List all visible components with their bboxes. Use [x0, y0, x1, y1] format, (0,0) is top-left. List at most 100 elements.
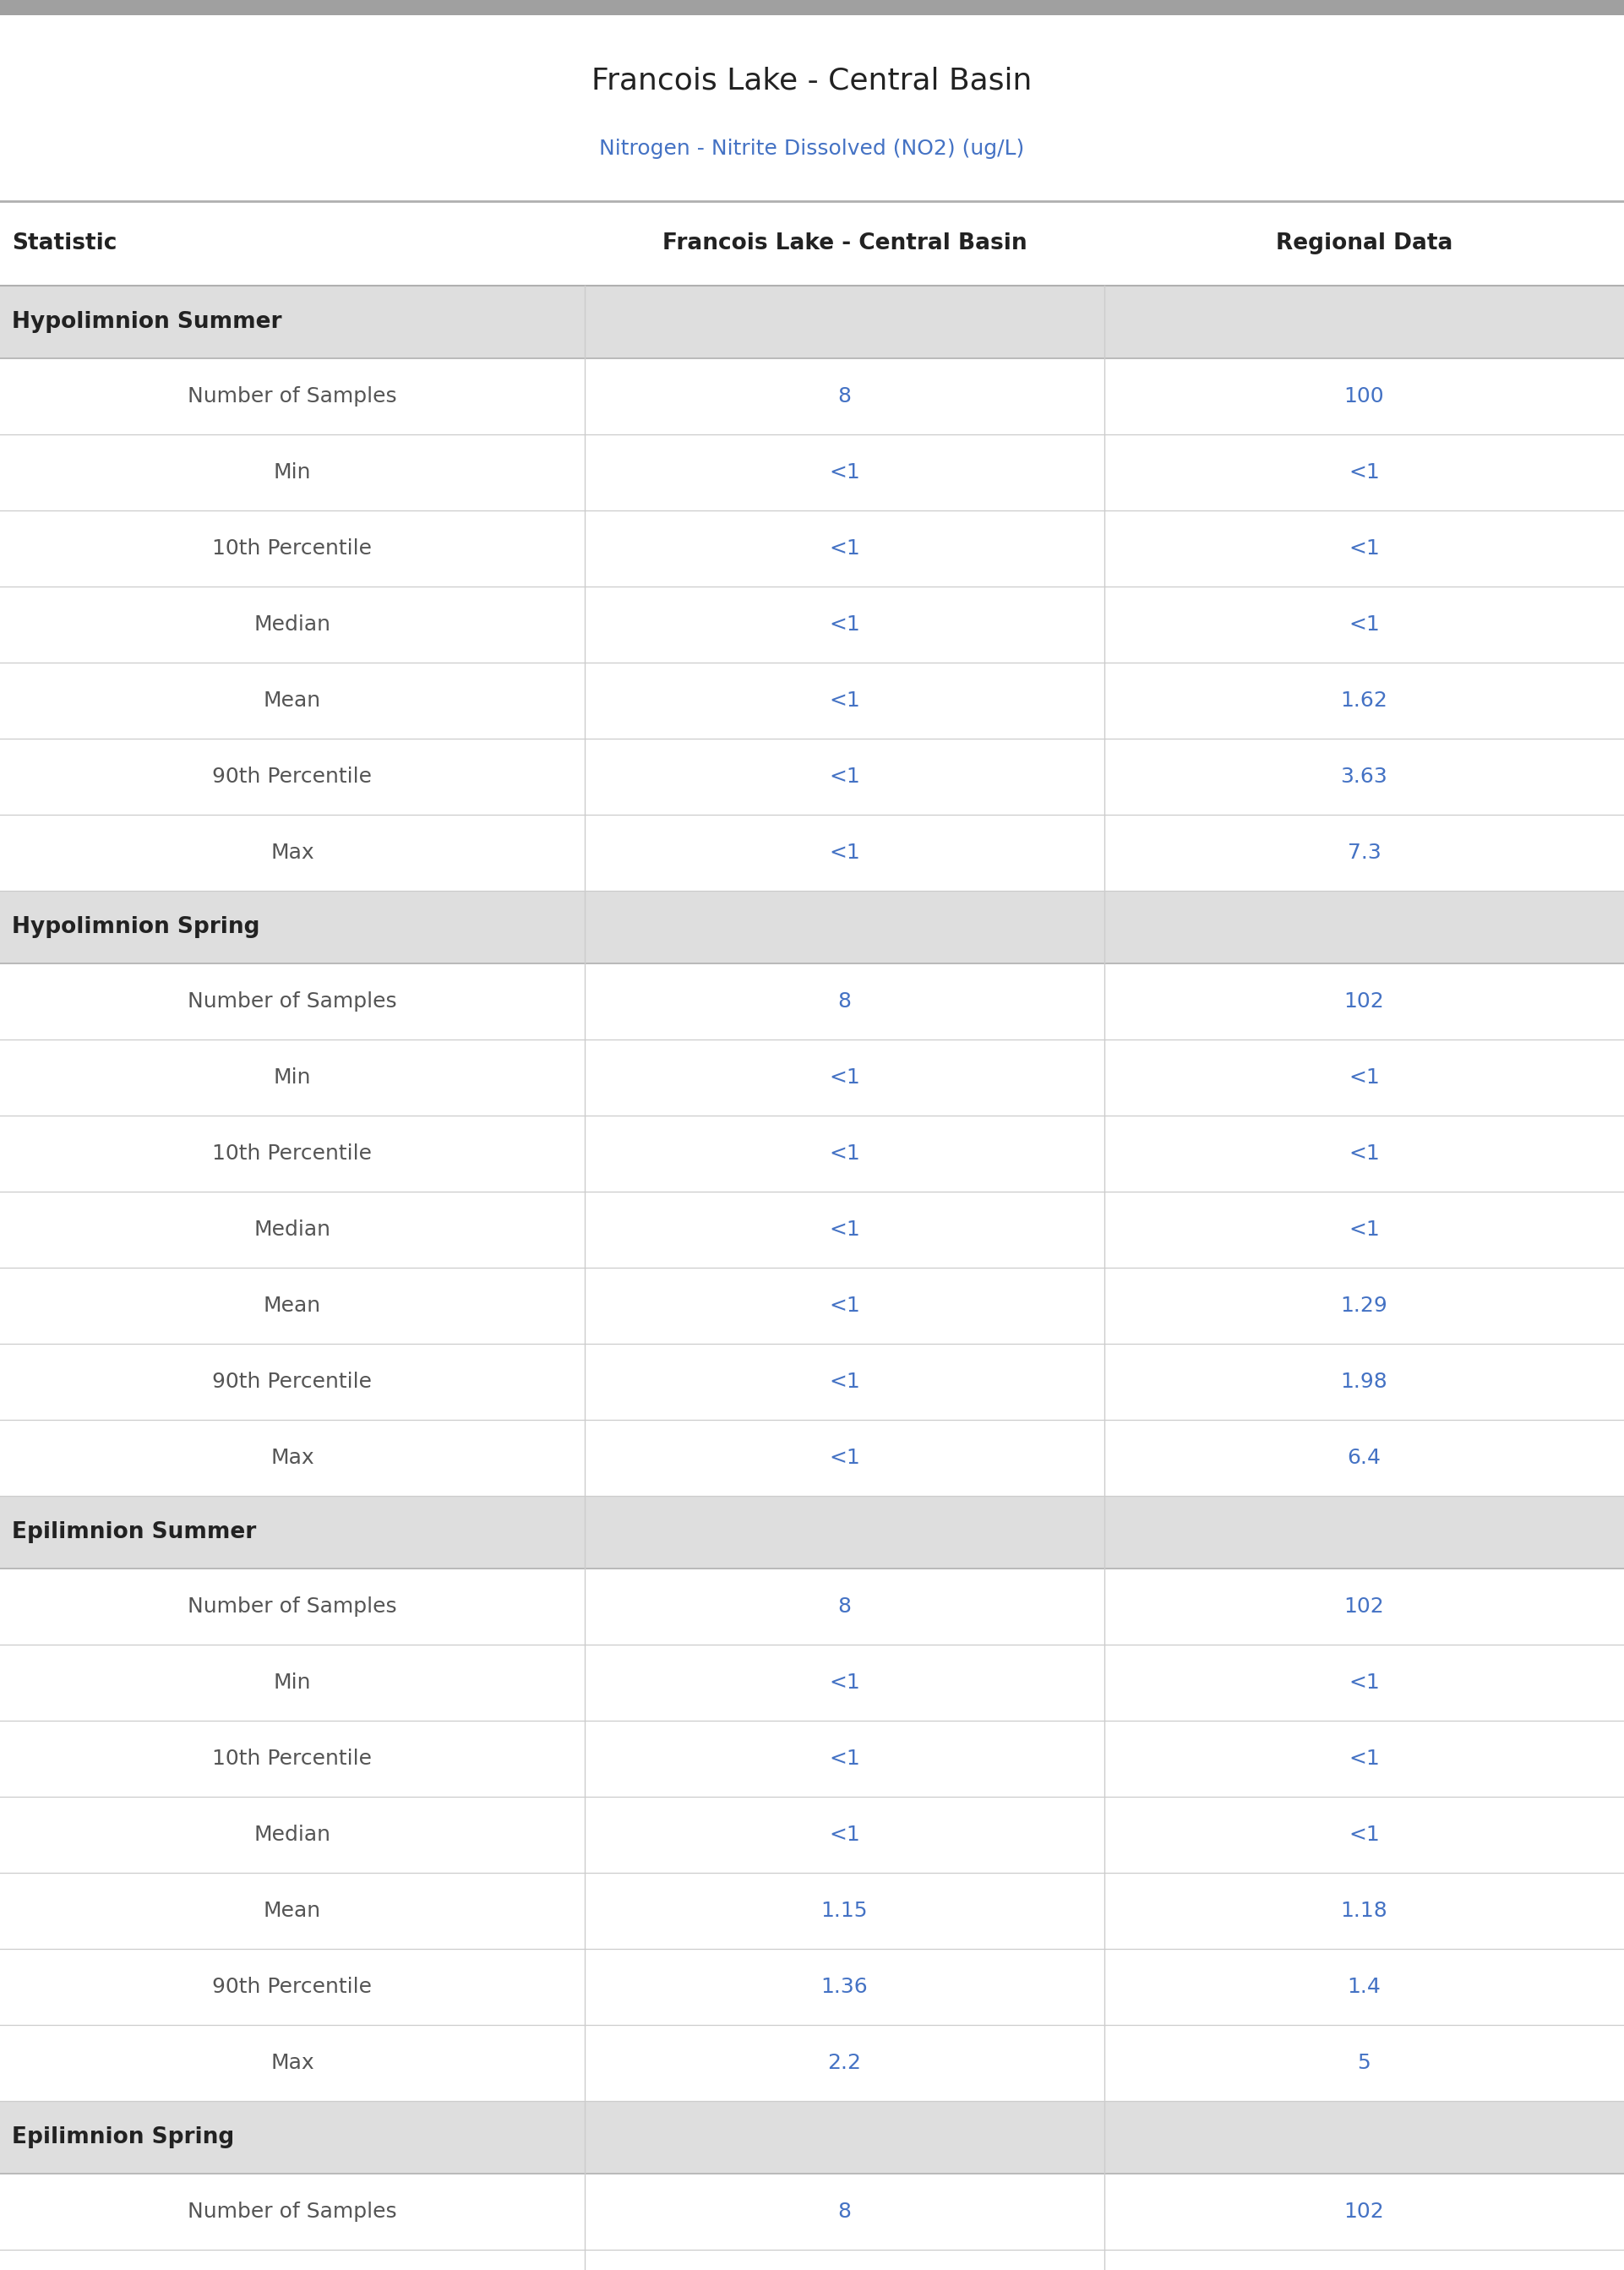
Text: <1: <1	[1348, 1144, 1380, 1165]
Bar	[0, 962, 1624, 1040]
Text: Regional Data: Regional Data	[1276, 232, 1452, 254]
Text: <1: <1	[828, 842, 861, 863]
Text: <1: <1	[828, 1067, 861, 1087]
Text: Statistic: Statistic	[11, 232, 117, 254]
Text: <1: <1	[828, 615, 861, 636]
Text: <1: <1	[1348, 1673, 1380, 1693]
Bar	[0, 1496, 1624, 1569]
Text: <1: <1	[828, 1673, 861, 1693]
Text: <1: <1	[1348, 1067, 1380, 1087]
Bar	[0, 2025, 1624, 2102]
Text: <1: <1	[828, 690, 861, 711]
Bar	[0, 1344, 1624, 1419]
Text: <1: <1	[1348, 615, 1380, 636]
Text: <1: <1	[828, 463, 861, 484]
Text: Number of Samples: Number of Samples	[188, 1596, 396, 1616]
Text: <1: <1	[828, 1371, 861, 1392]
Text: <1: <1	[828, 767, 861, 788]
Text: Min: Min	[273, 1673, 312, 1693]
Text: 100: 100	[1345, 386, 1384, 406]
Bar	[0, 1873, 1624, 1950]
Text: 90th Percentile: 90th Percentile	[213, 1977, 372, 1998]
Bar	[0, 511, 1624, 586]
Text: 3.63: 3.63	[1340, 767, 1389, 788]
Text: 1.98: 1.98	[1340, 1371, 1389, 1392]
Text: Min: Min	[273, 1067, 312, 1087]
Text: 1.4: 1.4	[1348, 1977, 1380, 1998]
Bar	[0, 890, 1624, 962]
Bar	[0, 663, 1624, 738]
Text: 1.18: 1.18	[1340, 1900, 1389, 1920]
Text: 8: 8	[838, 992, 851, 1012]
Text: 1.62: 1.62	[1340, 690, 1389, 711]
Text: 2.2: 2.2	[828, 2052, 861, 2073]
Text: 8: 8	[838, 2202, 851, 2222]
Bar	[0, 434, 1624, 511]
Bar	[0, 1950, 1624, 2025]
Text: Max: Max	[271, 1448, 313, 1469]
Bar	[0, 1267, 1624, 1344]
Text: 10th Percentile: 10th Percentile	[213, 1748, 372, 1768]
Text: 6.4: 6.4	[1348, 1448, 1380, 1469]
Text: Median: Median	[253, 615, 331, 636]
Text: Hypolimnion Spring: Hypolimnion Spring	[11, 917, 260, 938]
Text: <1: <1	[1348, 538, 1380, 558]
Bar	[0, 2102, 1624, 2175]
Text: 90th Percentile: 90th Percentile	[213, 767, 372, 788]
Text: <1: <1	[828, 1219, 861, 1239]
Text: <1: <1	[1348, 463, 1380, 484]
Text: 8: 8	[838, 386, 851, 406]
Text: 8: 8	[838, 1596, 851, 1616]
Bar	[0, 1643, 1624, 1721]
Bar	[0, 1040, 1624, 1115]
Bar	[0, 1798, 1624, 1873]
Text: 1.36: 1.36	[820, 1977, 869, 1998]
Bar	[0, 586, 1624, 663]
Bar	[0, 2175, 1624, 2250]
Bar	[0, 0, 1624, 16]
Text: Number of Samples: Number of Samples	[188, 386, 396, 406]
Text: Mean: Mean	[263, 1296, 322, 1317]
Text: 10th Percentile: 10th Percentile	[213, 538, 372, 558]
Text: Number of Samples: Number of Samples	[188, 992, 396, 1012]
Text: Min: Min	[273, 463, 312, 484]
Text: <1: <1	[1348, 1748, 1380, 1768]
Text: <1: <1	[828, 1748, 861, 1768]
Text: Hypolimnion Summer: Hypolimnion Summer	[11, 311, 283, 334]
Text: Median: Median	[253, 1219, 331, 1239]
Text: 102: 102	[1345, 2202, 1384, 2222]
Text: <1: <1	[828, 1144, 861, 1165]
Bar	[0, 1721, 1624, 1798]
Text: Max: Max	[271, 842, 313, 863]
Text: 102: 102	[1345, 1596, 1384, 1616]
Text: 102: 102	[1345, 992, 1384, 1012]
Bar	[0, 1569, 1624, 1643]
Bar	[0, 815, 1624, 890]
Bar	[0, 1419, 1624, 1496]
Text: Number of Samples: Number of Samples	[188, 2202, 396, 2222]
Text: Max: Max	[271, 2052, 313, 2073]
Text: <1: <1	[1348, 1219, 1380, 1239]
Bar	[0, 1192, 1624, 1267]
Text: 10th Percentile: 10th Percentile	[213, 1144, 372, 1165]
Text: <1: <1	[828, 538, 861, 558]
Text: 90th Percentile: 90th Percentile	[213, 1371, 372, 1392]
Text: 1.29: 1.29	[1340, 1296, 1389, 1317]
Text: Epilimnion Summer: Epilimnion Summer	[11, 1521, 257, 1544]
Bar	[0, 1115, 1624, 1192]
Text: Francois Lake - Central Basin: Francois Lake - Central Basin	[591, 66, 1033, 95]
Bar	[0, 738, 1624, 815]
Text: <1: <1	[828, 1825, 861, 1846]
Bar	[0, 16, 1624, 202]
Bar	[0, 359, 1624, 434]
Bar	[0, 286, 1624, 359]
Text: <1: <1	[828, 1448, 861, 1469]
Text: 1.15: 1.15	[822, 1900, 867, 1920]
Bar	[0, 2250, 1624, 2270]
Text: Mean: Mean	[263, 1900, 322, 1920]
Bar	[0, 202, 1624, 286]
Text: Francois Lake - Central Basin: Francois Lake - Central Basin	[663, 232, 1026, 254]
Text: <1: <1	[1348, 1825, 1380, 1846]
Text: 7.3: 7.3	[1348, 842, 1380, 863]
Text: Epilimnion Spring: Epilimnion Spring	[11, 2127, 234, 2147]
